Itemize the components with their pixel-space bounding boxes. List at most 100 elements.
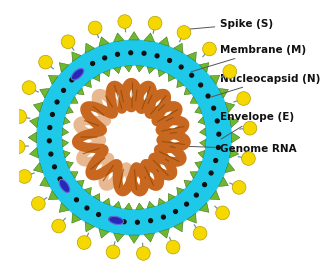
Polygon shape — [229, 147, 239, 158]
Polygon shape — [125, 65, 132, 72]
Polygon shape — [72, 52, 81, 62]
Polygon shape — [33, 163, 43, 173]
Polygon shape — [144, 33, 155, 42]
Polygon shape — [103, 198, 110, 205]
Circle shape — [49, 152, 53, 156]
Circle shape — [215, 119, 219, 123]
Polygon shape — [198, 150, 205, 158]
Circle shape — [216, 145, 220, 149]
Circle shape — [103, 56, 107, 60]
Polygon shape — [62, 139, 69, 147]
Text: Membrane (M): Membrane (M) — [191, 45, 306, 72]
Circle shape — [75, 198, 78, 202]
Circle shape — [185, 202, 188, 206]
Circle shape — [155, 54, 159, 58]
Circle shape — [80, 69, 84, 73]
Circle shape — [209, 171, 213, 175]
Circle shape — [122, 220, 126, 224]
Polygon shape — [199, 139, 206, 147]
Polygon shape — [77, 180, 84, 187]
Polygon shape — [190, 97, 197, 103]
Polygon shape — [71, 172, 78, 178]
Circle shape — [137, 247, 150, 260]
Ellipse shape — [71, 68, 84, 80]
Polygon shape — [158, 198, 165, 205]
Polygon shape — [218, 89, 228, 98]
Circle shape — [232, 181, 246, 194]
Polygon shape — [184, 88, 191, 95]
Circle shape — [177, 26, 191, 39]
Polygon shape — [85, 43, 95, 53]
Polygon shape — [173, 43, 183, 53]
Polygon shape — [210, 75, 220, 84]
Polygon shape — [168, 74, 175, 81]
Polygon shape — [84, 188, 92, 195]
Polygon shape — [198, 117, 205, 125]
Circle shape — [214, 159, 217, 163]
Polygon shape — [114, 33, 124, 42]
Polygon shape — [71, 97, 78, 103]
Polygon shape — [59, 63, 69, 72]
Circle shape — [48, 126, 52, 130]
Circle shape — [149, 219, 153, 222]
Circle shape — [142, 51, 146, 55]
Circle shape — [167, 59, 171, 62]
Circle shape — [109, 217, 113, 221]
Circle shape — [202, 42, 216, 56]
Circle shape — [53, 165, 56, 169]
Circle shape — [52, 219, 66, 233]
Polygon shape — [93, 194, 100, 201]
Polygon shape — [173, 222, 183, 232]
Circle shape — [91, 62, 95, 65]
Polygon shape — [48, 191, 58, 200]
Polygon shape — [195, 106, 202, 114]
Polygon shape — [84, 80, 92, 87]
Circle shape — [243, 121, 257, 135]
Polygon shape — [103, 70, 110, 77]
Circle shape — [190, 73, 193, 77]
Circle shape — [70, 78, 74, 82]
Polygon shape — [144, 233, 155, 242]
Circle shape — [199, 83, 202, 87]
Circle shape — [129, 51, 133, 55]
Polygon shape — [231, 132, 240, 143]
Circle shape — [11, 140, 25, 154]
Polygon shape — [40, 89, 50, 98]
Circle shape — [85, 206, 89, 210]
Polygon shape — [30, 117, 39, 128]
Circle shape — [13, 110, 27, 123]
Polygon shape — [136, 65, 144, 72]
Polygon shape — [129, 235, 140, 243]
Polygon shape — [85, 222, 95, 232]
Circle shape — [173, 210, 177, 213]
Polygon shape — [136, 203, 144, 210]
Circle shape — [162, 215, 165, 219]
Polygon shape — [225, 102, 235, 112]
Circle shape — [206, 94, 210, 98]
Polygon shape — [125, 203, 132, 210]
Polygon shape — [99, 37, 109, 46]
Circle shape — [116, 53, 120, 56]
Polygon shape — [229, 117, 239, 128]
Polygon shape — [177, 80, 184, 87]
Circle shape — [223, 65, 237, 78]
Circle shape — [136, 220, 139, 224]
Polygon shape — [184, 180, 191, 187]
Polygon shape — [195, 161, 202, 169]
Polygon shape — [187, 52, 196, 62]
Polygon shape — [66, 161, 73, 169]
Polygon shape — [158, 70, 165, 77]
Circle shape — [179, 65, 183, 69]
Circle shape — [22, 81, 36, 94]
Polygon shape — [28, 132, 37, 143]
Polygon shape — [159, 37, 169, 46]
Polygon shape — [114, 201, 121, 208]
Polygon shape — [147, 201, 155, 208]
Polygon shape — [30, 147, 39, 158]
Polygon shape — [63, 150, 70, 158]
Polygon shape — [62, 128, 69, 136]
Circle shape — [118, 15, 132, 28]
Polygon shape — [63, 117, 70, 125]
Circle shape — [97, 213, 101, 216]
Circle shape — [216, 206, 229, 220]
